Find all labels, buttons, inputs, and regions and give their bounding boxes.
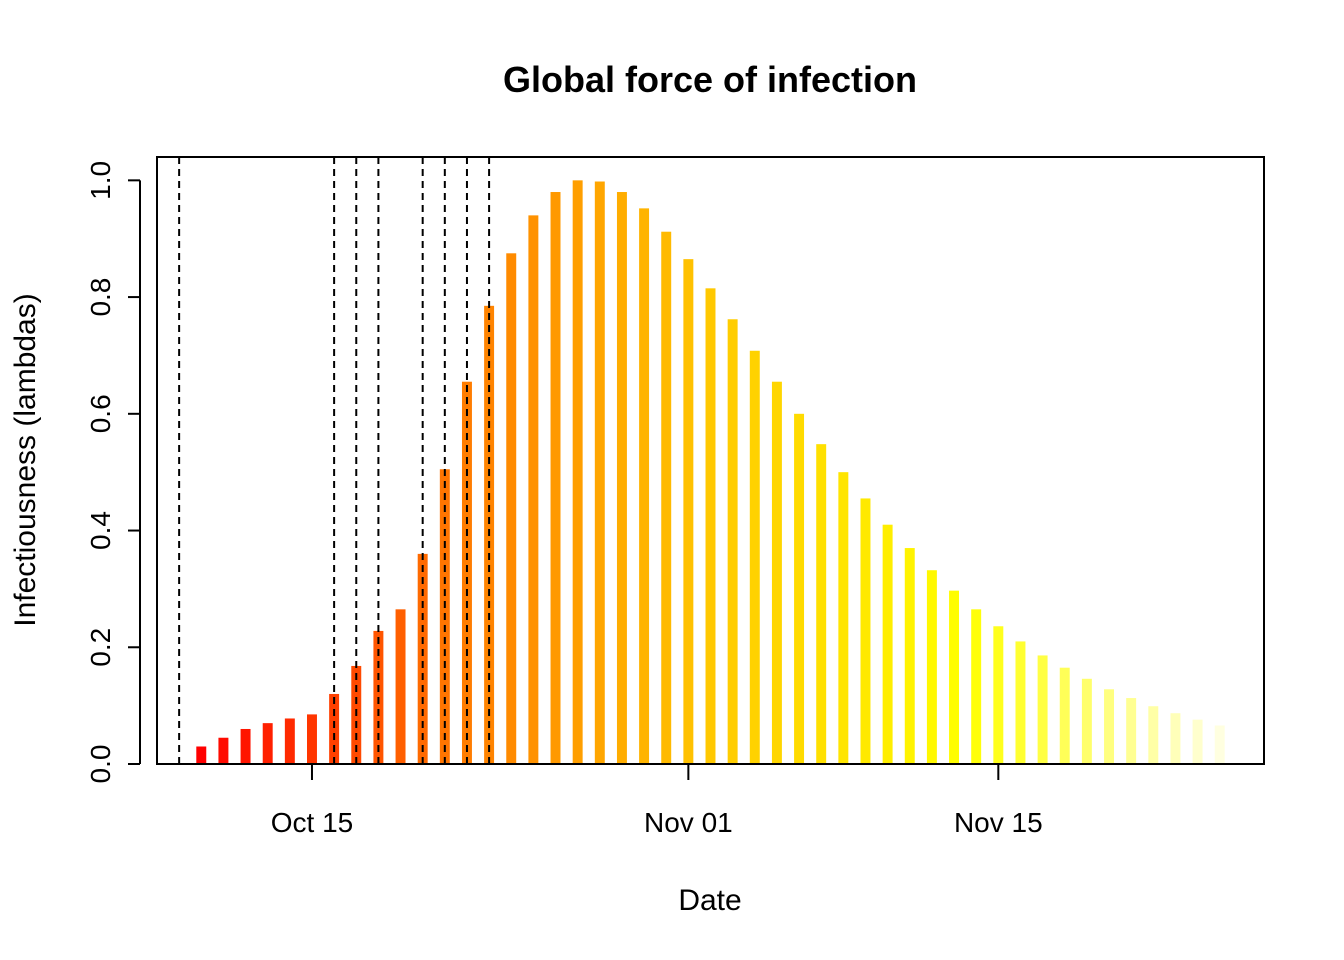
x-tick-label: Nov 15 xyxy=(954,807,1043,838)
bar xyxy=(816,444,827,764)
bar xyxy=(1104,689,1114,764)
bars-group xyxy=(196,180,1225,765)
bar xyxy=(794,413,805,764)
bar xyxy=(1126,698,1137,764)
y-tick-label: 0.8 xyxy=(85,278,116,317)
bar xyxy=(461,381,472,764)
bar xyxy=(705,288,716,764)
bar xyxy=(196,746,207,764)
y-tick-label: 0.4 xyxy=(85,511,116,550)
case-lines-group xyxy=(178,157,491,764)
bar xyxy=(218,737,229,764)
bar xyxy=(262,723,273,764)
bar xyxy=(1015,641,1026,764)
bar xyxy=(1192,719,1203,764)
bar xyxy=(971,609,982,764)
bar xyxy=(683,259,694,764)
bar xyxy=(572,180,583,765)
bar xyxy=(771,381,782,764)
bar xyxy=(1037,655,1048,764)
bar xyxy=(1081,678,1092,764)
bar xyxy=(329,693,340,764)
bar xyxy=(882,524,893,764)
bar xyxy=(1148,706,1159,764)
bar xyxy=(417,553,428,764)
bar xyxy=(993,626,1004,764)
bar xyxy=(949,590,960,764)
bar xyxy=(860,498,871,764)
bar xyxy=(661,231,672,764)
bar xyxy=(1059,667,1070,764)
chart-title: Global force of infection xyxy=(503,59,917,100)
bar xyxy=(926,570,937,764)
x-axis-label: Date xyxy=(678,884,741,917)
bar xyxy=(240,728,251,764)
bar xyxy=(1170,713,1181,764)
bar xyxy=(838,472,849,764)
bar xyxy=(284,718,295,764)
bar xyxy=(307,714,317,764)
bar xyxy=(749,350,760,764)
x-tick-label: Oct 15 xyxy=(271,807,353,838)
plot-frame xyxy=(156,156,1265,765)
bar xyxy=(506,253,517,765)
x-tick-label: Nov 01 xyxy=(644,807,733,838)
y-tick-label: 0.0 xyxy=(85,745,116,784)
bar xyxy=(528,215,539,764)
bar xyxy=(639,208,650,765)
y-tick-label: 1.0 xyxy=(85,161,116,200)
y-axis: 0.0 0.2 0.4 0.6 0.8 1.0 xyxy=(85,161,141,784)
bar xyxy=(904,548,915,764)
bar xyxy=(616,192,627,764)
y-axis-label: Infectiousness (lambdas) xyxy=(9,293,42,627)
bar xyxy=(1214,725,1225,764)
bar xyxy=(727,319,738,764)
y-tick-label: 0.2 xyxy=(85,628,116,667)
bar xyxy=(395,609,406,764)
y-tick-label: 0.6 xyxy=(85,394,116,433)
bar xyxy=(594,181,605,764)
x-axis: Oct 15 Nov 01 Nov 15 xyxy=(271,764,1043,838)
bar xyxy=(550,192,561,764)
